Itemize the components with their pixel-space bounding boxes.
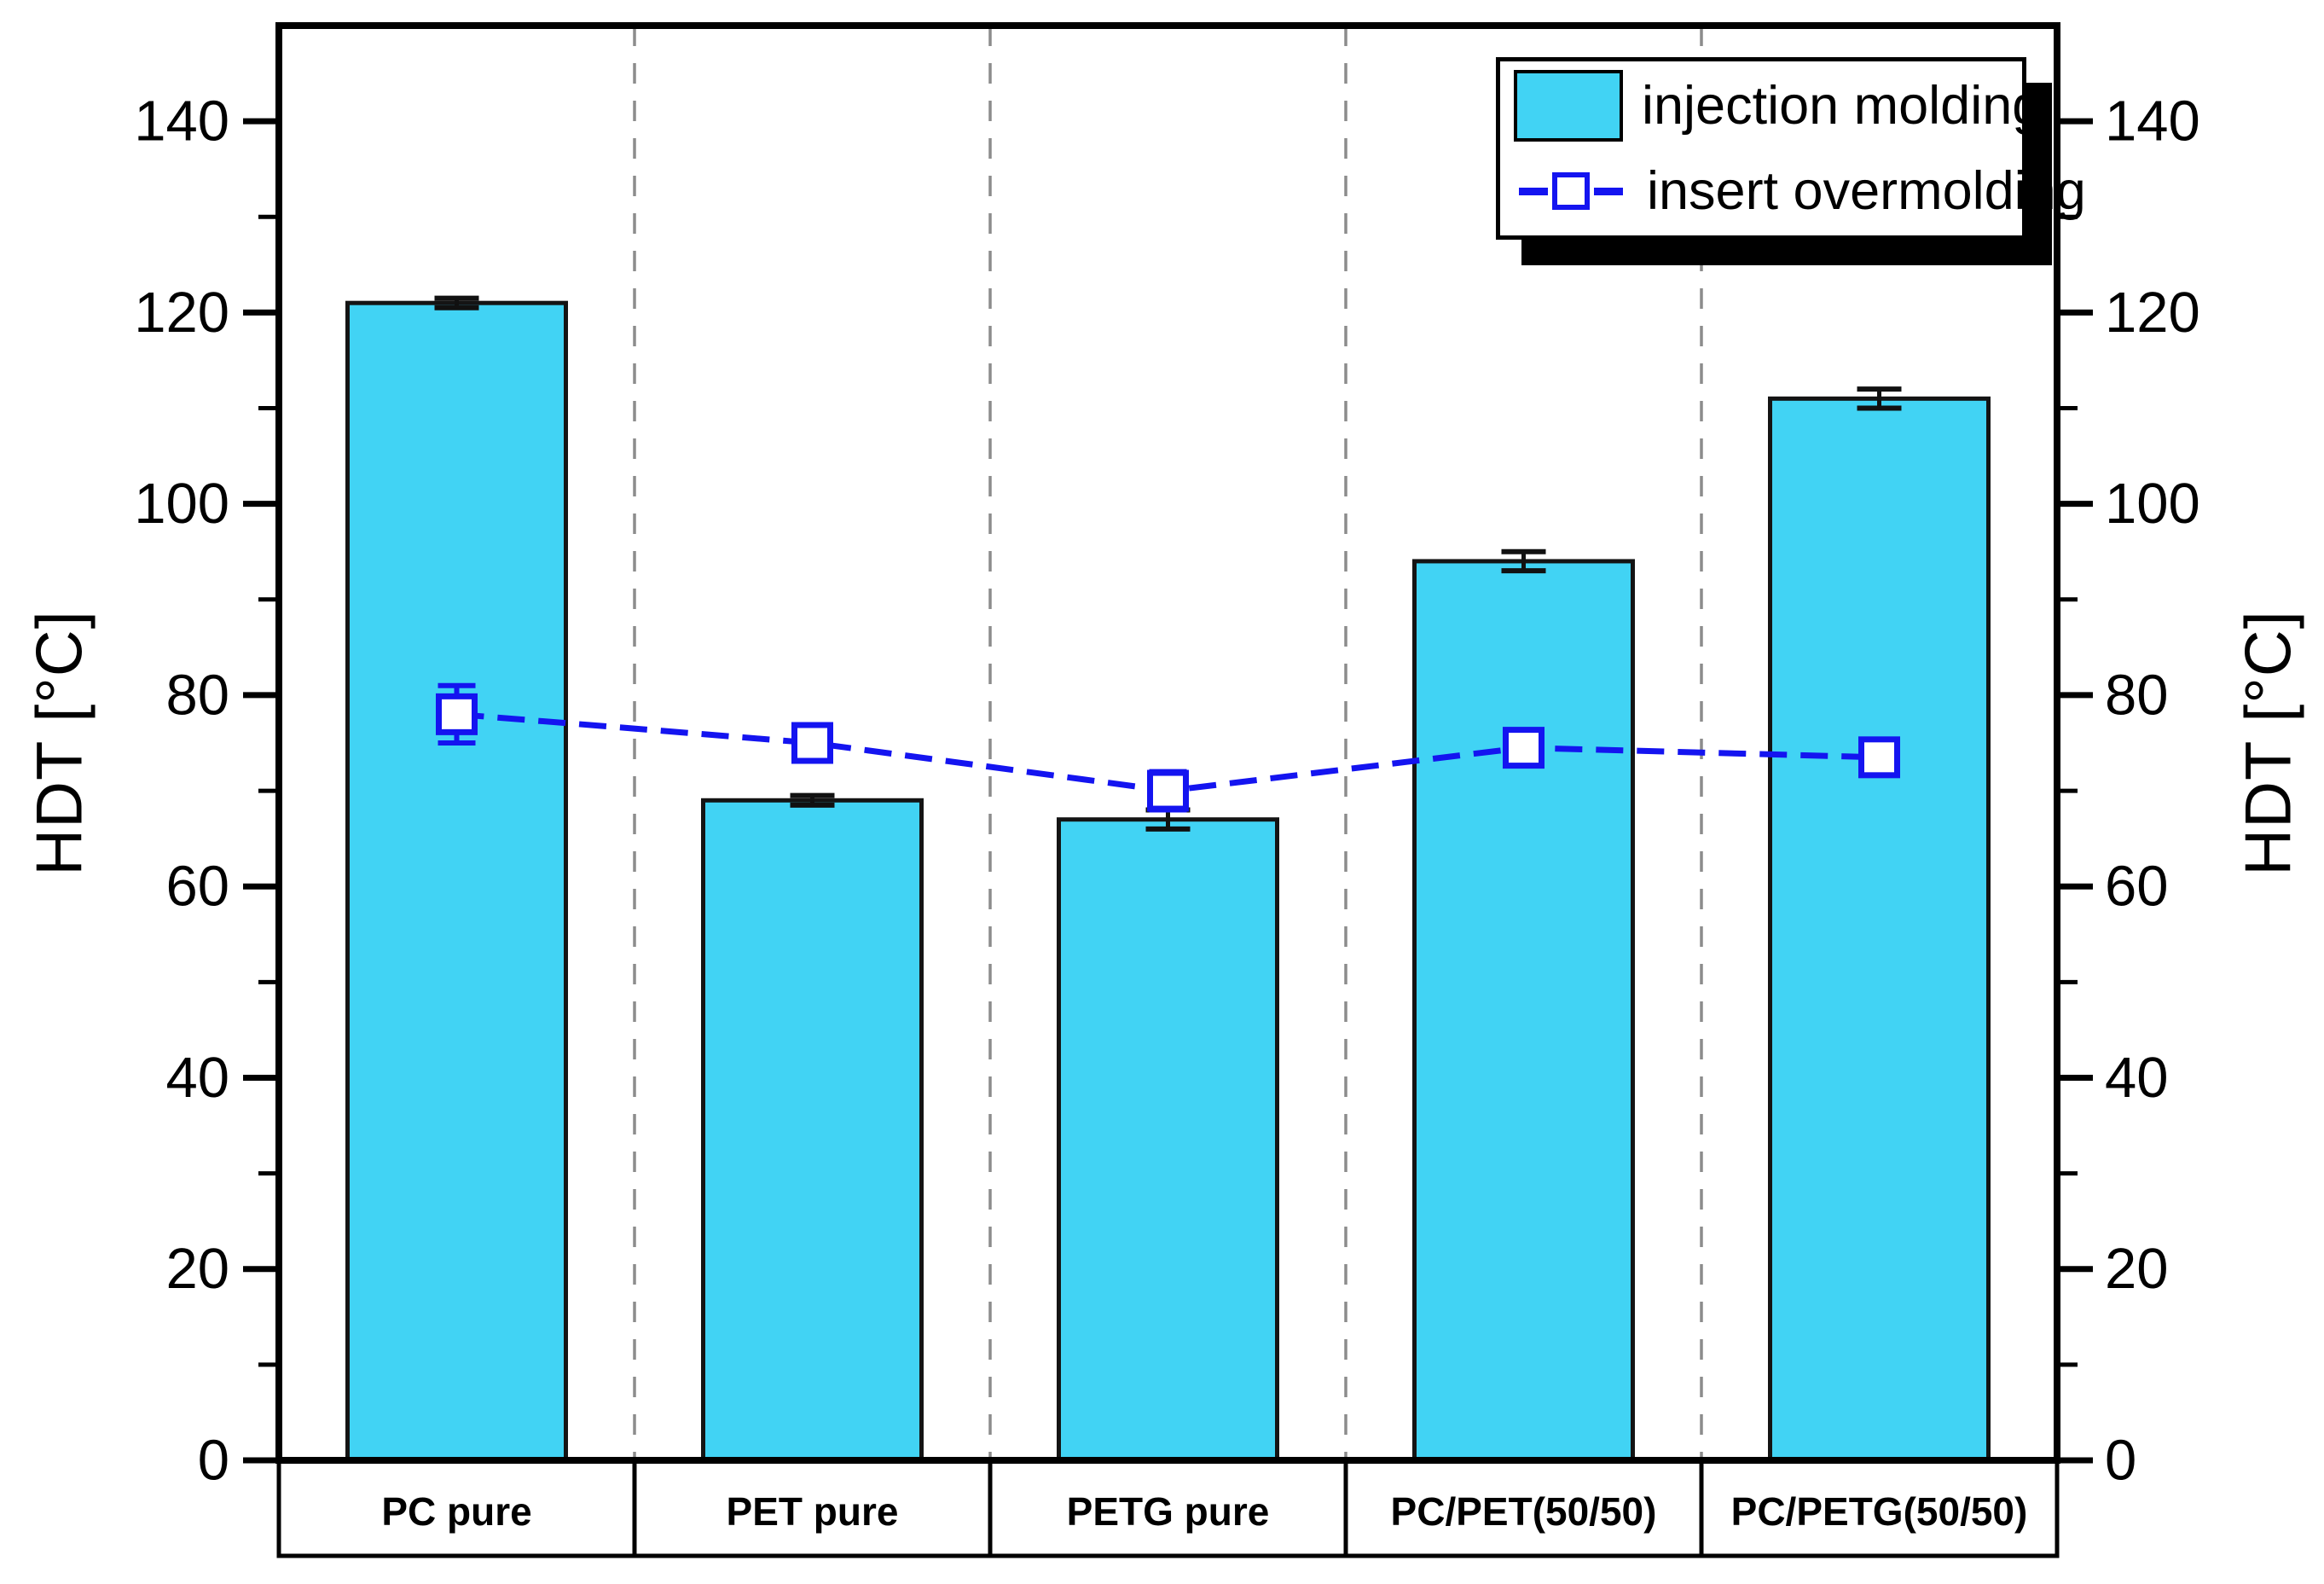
- y-axis-title-right: HDT [°C]: [2232, 610, 2305, 876]
- plot-frame: [275, 22, 2060, 1464]
- legend-label-injection-molding: injection molding: [1642, 75, 2043, 136]
- y-tick-label-right: 140: [2105, 90, 2200, 154]
- y-tick-label-right: 40: [2105, 1046, 2169, 1110]
- category-label: PETG pure: [1067, 1489, 1270, 1534]
- bar: [701, 798, 924, 1463]
- y-tick-label-left: 120: [134, 281, 229, 345]
- legend-dash-icon: [1519, 187, 1548, 195]
- marker-open-square: [791, 722, 833, 764]
- y-tick-label-left: 20: [165, 1237, 229, 1301]
- marker-open-square: [1147, 769, 1189, 812]
- y-tick-label-right: 0: [2105, 1429, 2136, 1493]
- category-label: PC pure: [381, 1489, 531, 1534]
- category-cell: [276, 1458, 637, 1558]
- bar: [345, 300, 568, 1463]
- category-label: PET pure: [727, 1489, 899, 1534]
- legend-open-square-icon: [1552, 172, 1590, 210]
- category-label: PC/PETG(50/50): [1731, 1489, 2028, 1534]
- y-tick-label-right: 100: [2105, 472, 2200, 536]
- legend-line-marker-swatch: [1514, 172, 1628, 210]
- y-tick-label-right: 60: [2105, 855, 2169, 919]
- y-tick-label-left: 100: [134, 472, 229, 536]
- y-tick-label-right: 80: [2105, 663, 2169, 727]
- y-tick-label-left: 60: [165, 855, 229, 919]
- category-cell: [1343, 1458, 1704, 1558]
- legend-item-insert-overmolding: insert overmolding: [1514, 150, 2086, 232]
- y-tick-label-left: 80: [165, 663, 229, 727]
- category-label: PC/PET(50/50): [1391, 1489, 1657, 1534]
- legend-item-injection-molding: injection molding: [1514, 65, 2042, 147]
- marker-open-square: [436, 693, 478, 735]
- marker-open-square: [1503, 727, 1545, 769]
- bar: [1057, 817, 1279, 1463]
- y-tick-label-left: 40: [165, 1046, 229, 1110]
- bar: [1768, 396, 1991, 1463]
- y-tick-label-right: 120: [2105, 281, 2200, 345]
- category-cell: [1699, 1458, 2060, 1558]
- marker-open-square: [1858, 736, 1900, 779]
- y-tick-label-left: 0: [198, 1429, 229, 1493]
- legend-bar-swatch: [1514, 70, 1623, 142]
- bar: [1412, 559, 1635, 1463]
- y-tick-label-left: 140: [134, 90, 229, 154]
- legend-label-insert-overmolding: insert overmolding: [1647, 160, 2086, 221]
- y-axis-title-left: HDT [°C]: [23, 610, 96, 876]
- legend-dash-icon: [1594, 187, 1623, 195]
- legend: injection molding insert overmolding: [1496, 57, 2086, 240]
- y-tick-label-right: 20: [2105, 1237, 2169, 1301]
